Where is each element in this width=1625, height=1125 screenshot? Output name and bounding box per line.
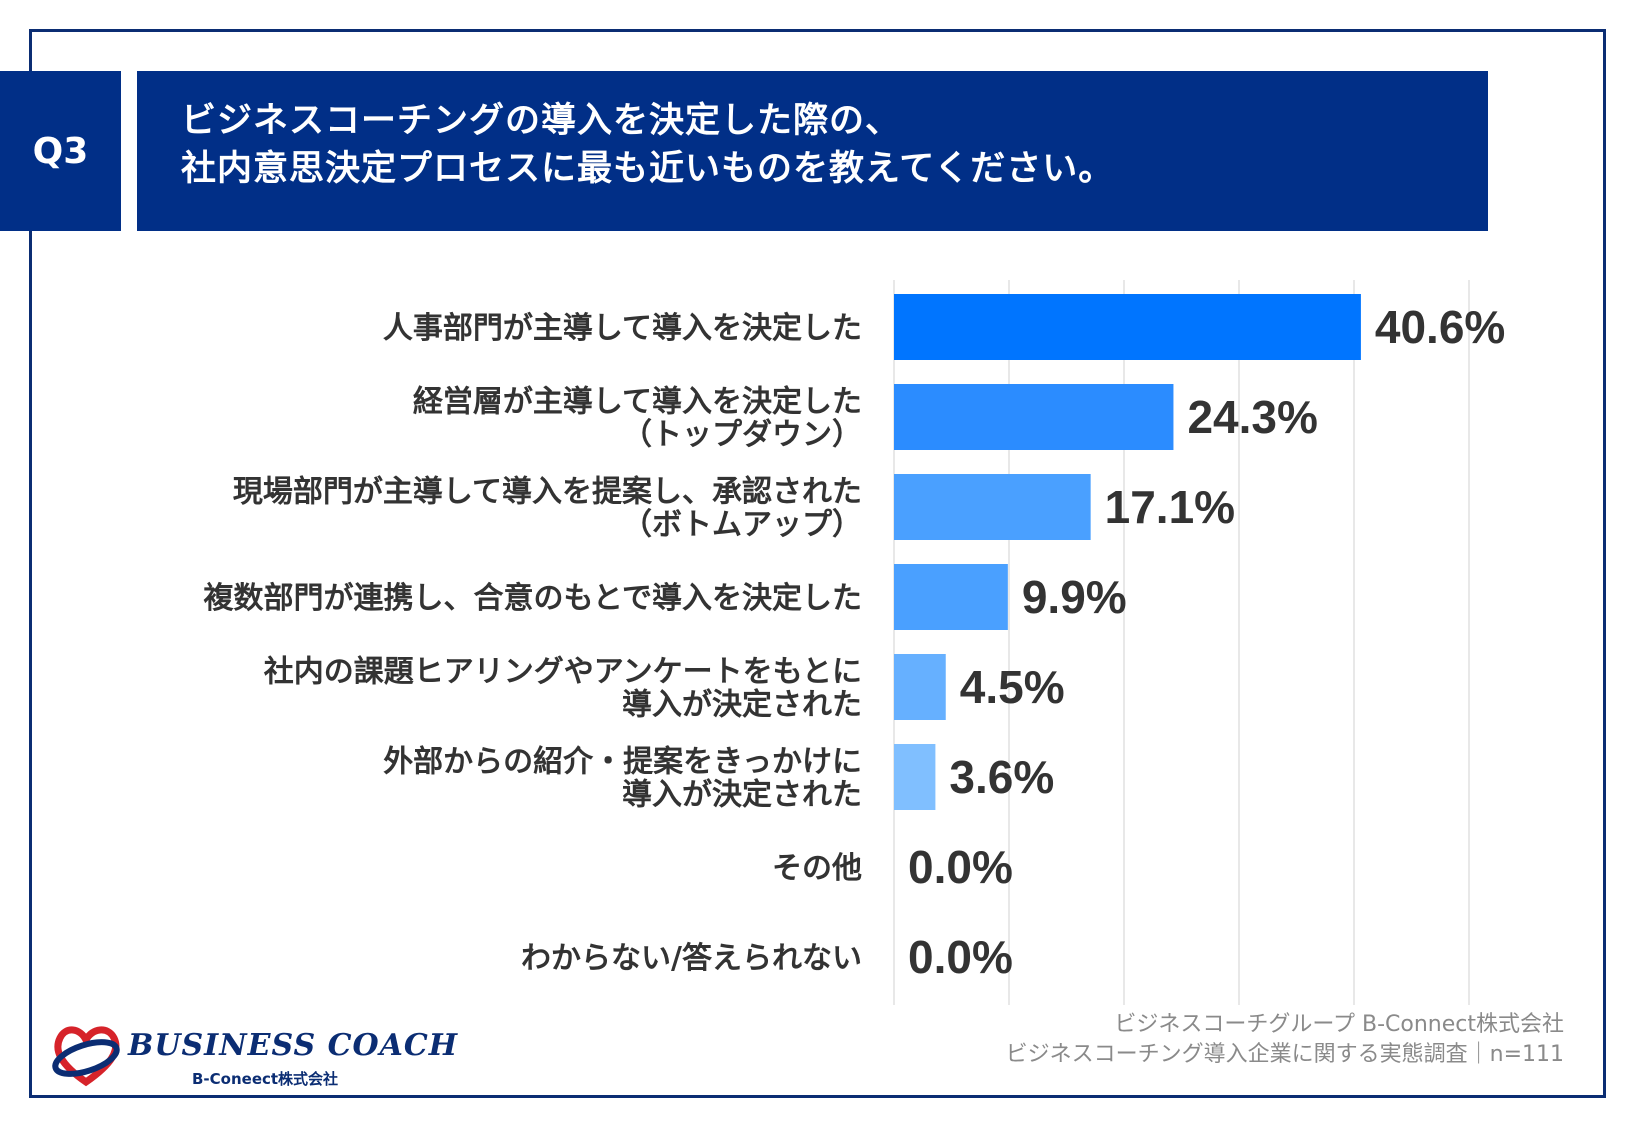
category-label-3-line-1: 現場部門が主導して導入を提案し、承認された bbox=[233, 475, 862, 510]
value-label-7: 0.0% bbox=[908, 841, 1013, 893]
heart-logo-icon bbox=[52, 1026, 120, 1087]
category-label-4: 複数部門が連携し、合意のもとで導入を決定した bbox=[204, 581, 863, 616]
value-label-5: 4.5% bbox=[960, 661, 1065, 713]
question-label: Q3 bbox=[0, 71, 121, 231]
bar-4 bbox=[894, 564, 1008, 630]
category-label-5-line-1: 社内の課題ヒアリングやアンケートをもとに bbox=[264, 655, 862, 690]
bar-5 bbox=[894, 654, 946, 720]
business-coach-logo: BUSINESS COACH B-Coneect株式会社 bbox=[50, 1020, 457, 1090]
question-title-line-2: 社内意思決定プロセスに最も近いものを教えてください。 bbox=[181, 149, 1115, 189]
question-title-line-1: ビジネスコーチングの導入を決定した際の、 bbox=[181, 101, 902, 141]
value-label-2: 24.3% bbox=[1187, 391, 1317, 443]
bar-1 bbox=[894, 294, 1361, 360]
value-label-4: 9.9% bbox=[1022, 571, 1127, 623]
value-label-8: 0.0% bbox=[908, 931, 1013, 983]
logo-subtitle: B-Coneect株式会社 bbox=[192, 1070, 339, 1088]
category-label-3-line-2: （ボトムアップ） bbox=[622, 508, 862, 543]
category-label-2-line-2: （トップダウン） bbox=[622, 418, 862, 453]
source-line-1: ビジネスコーチグループ B-Connect株式会社 bbox=[1114, 1012, 1564, 1037]
bar-6 bbox=[894, 744, 936, 810]
source-line-2: ビジネスコーチング導入企業に関する実態調査｜n=111 bbox=[1005, 1042, 1564, 1067]
source-note: ビジネスコーチグループ B-Connect株式会社 ビジネスコーチング導入企業に… bbox=[1006, 1010, 1564, 1070]
category-label-2-line-1: 経営層が主導して導入を決定した bbox=[413, 385, 862, 420]
logo-name: BUSINESS COACH bbox=[128, 1028, 459, 1063]
category-label-5-line-2: 導入が決定された bbox=[622, 688, 862, 723]
bar-3 bbox=[894, 474, 1091, 540]
chart-frame bbox=[29, 29, 1606, 1098]
category-label-6-line-2: 導入が決定された bbox=[622, 778, 862, 813]
value-label-6: 3.6% bbox=[949, 751, 1054, 803]
bar-2 bbox=[894, 384, 1174, 450]
category-label-8: わからない/答えられない bbox=[521, 941, 862, 976]
question-header: ビジネスコーチングの導入を決定した際の、 社内意思決定プロセスに最も近いものを教… bbox=[137, 71, 1488, 231]
category-label-1: 人事部門が主導して導入を決定した bbox=[383, 311, 862, 346]
value-label-3: 17.1% bbox=[1105, 481, 1235, 533]
category-label-7: その他 bbox=[772, 851, 862, 886]
category-label-6-line-1: 外部からの紹介・提案をきっかけに bbox=[383, 745, 862, 780]
value-label-1: 40.6% bbox=[1375, 301, 1505, 353]
